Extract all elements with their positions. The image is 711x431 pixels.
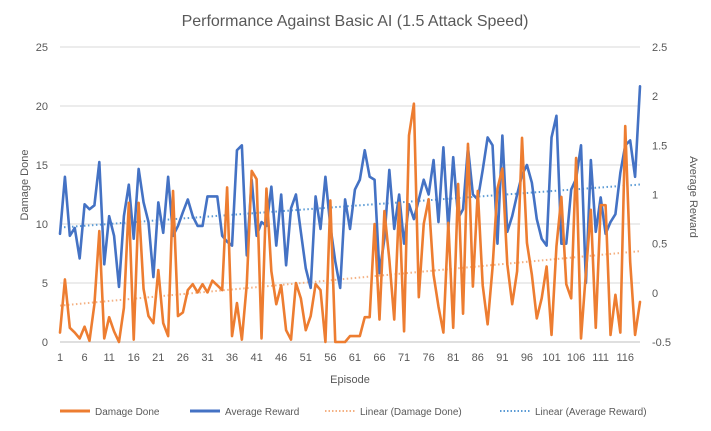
x-tick-label-2: 11 bbox=[103, 352, 114, 364]
x-tick-label-15: 76 bbox=[423, 352, 435, 364]
x-tick-label-13: 66 bbox=[373, 352, 385, 364]
legend-label-trend-reward: Linear (Average Reward) bbox=[535, 407, 647, 418]
left-y-axis-label: Damage Done bbox=[19, 150, 31, 221]
legend-label-damage: Damage Done bbox=[95, 407, 160, 418]
x-tick-label-16: 81 bbox=[447, 352, 459, 364]
x-tick-label-14: 71 bbox=[398, 352, 410, 364]
x-tick-label-11: 56 bbox=[324, 352, 336, 364]
right-y-tick-label-3: 1 bbox=[652, 190, 658, 202]
x-tick-label-7: 36 bbox=[226, 352, 238, 364]
x-tick-label-21: 106 bbox=[567, 352, 585, 364]
x-tick-label-18: 91 bbox=[496, 352, 508, 364]
right-y-axis-label: Average Reward bbox=[687, 156, 699, 238]
x-tick-label-10: 51 bbox=[300, 352, 312, 364]
legend-label-trend-damage: Linear (Damage Done) bbox=[360, 407, 462, 418]
right-y-axis-ticks: -0.5 0 0.5 1 1.5 2 2.5 bbox=[652, 42, 671, 349]
right-y-tick-label-1: 0 bbox=[652, 288, 658, 300]
series-line-0 bbox=[58, 102, 642, 344]
x-tick-label-0: 1 bbox=[57, 352, 63, 364]
x-tick-label-20: 101 bbox=[542, 352, 560, 364]
x-tick-label-19: 96 bbox=[521, 352, 533, 364]
x-tick-label-8: 41 bbox=[250, 352, 262, 364]
right-y-tick-label-5: 2 bbox=[652, 91, 658, 103]
right-y-tick-label-0: -0.5 bbox=[652, 337, 671, 349]
x-tick-label-3: 16 bbox=[128, 352, 140, 364]
left-y-tick-label-5: 25 bbox=[36, 42, 48, 54]
right-y-tick-label-2: 0.5 bbox=[652, 239, 667, 251]
right-y-tick-label-4: 1.5 bbox=[652, 140, 667, 152]
series-line-1 bbox=[58, 85, 642, 290]
left-y-tick-label-0: 0 bbox=[42, 337, 48, 349]
x-tick-label-23: 116 bbox=[616, 352, 634, 364]
gridlines bbox=[60, 46, 640, 284]
left-y-axis-ticks: 0 5 10 15 20 25 bbox=[36, 42, 48, 349]
legend-label-reward: Average Reward bbox=[225, 407, 299, 418]
x-tick-label-12: 61 bbox=[349, 352, 361, 364]
legend: Damage Done Average Reward Linear (Damag… bbox=[60, 407, 647, 418]
right-y-tick-label-6: 2.5 bbox=[652, 42, 667, 54]
x-tick-label-9: 46 bbox=[275, 352, 287, 364]
left-y-tick-label-2: 10 bbox=[36, 219, 48, 231]
x-axis-label: Episode bbox=[330, 374, 370, 386]
x-tick-label-22: 111 bbox=[592, 352, 609, 364]
chart-title: Performance Against Basic AI (1.5 Attack… bbox=[182, 13, 529, 30]
x-tick-label-1: 6 bbox=[82, 352, 88, 364]
x-tick-label-5: 26 bbox=[177, 352, 189, 364]
x-tick-label-4: 21 bbox=[152, 352, 164, 364]
x-axis-ticks: 1 6 11 16 21 26 31 36 41 46 51 56 61 66 71 76 81 86 91 96 10… bbox=[57, 352, 634, 364]
left-y-tick-label-1: 5 bbox=[42, 278, 48, 290]
x-tick-label-6: 31 bbox=[201, 352, 213, 364]
left-y-tick-label-4: 20 bbox=[36, 101, 48, 113]
left-y-tick-label-3: 15 bbox=[36, 160, 48, 172]
x-tick-label-17: 86 bbox=[472, 352, 484, 364]
series-lines bbox=[58, 85, 642, 344]
